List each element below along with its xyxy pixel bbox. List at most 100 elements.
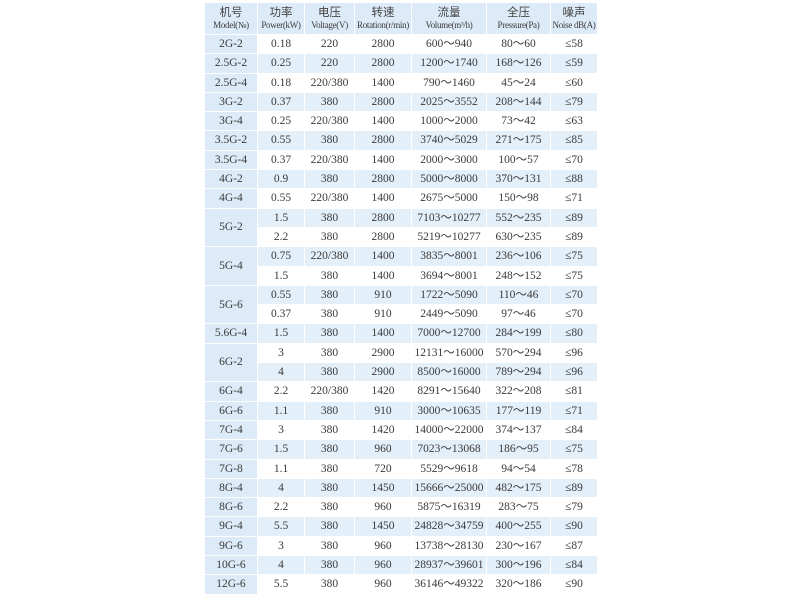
cell-voltage: 380 [305, 266, 354, 285]
cell-rotation: 1400 [355, 324, 411, 343]
cell-pressure: 370～131 [487, 170, 550, 189]
cell-voltage: 380 [305, 420, 354, 440]
cell-voltage: 380 [305, 440, 354, 459]
cell-model: 8G-4 [205, 478, 257, 498]
cell-pressure: 552～235 [487, 208, 550, 227]
cell-noise: ≤63 [551, 112, 597, 131]
table-row: 6G-4 2.2 220/380 1420 8291～15640 322～208 ≤81 [205, 382, 597, 401]
cell-noise: ≤79 [551, 92, 597, 112]
cell-rotation: 1450 [355, 478, 411, 498]
cell-power: 0.55 [258, 131, 304, 150]
cell-noise: ≤87 [551, 536, 597, 556]
cell-noise: ≤70 [551, 285, 597, 305]
cell-noise: ≤75 [551, 266, 597, 285]
cell-volume: 8291～15640 [412, 382, 486, 401]
cell-noise: ≤70 [551, 150, 597, 170]
cell-pressure: 186～95 [487, 440, 550, 459]
cell-voltage: 220/380 [305, 189, 354, 208]
cell-noise: ≤75 [551, 440, 597, 459]
cell-power: 0.9 [258, 170, 304, 189]
table-row: 5G-4 0.75 220/380 1400 3835～8001 236～106 ≤75 [205, 247, 597, 285]
cell-noise: ≤89 [551, 478, 597, 498]
header-label-zh: 功率 [269, 4, 293, 19]
header-label-zh: 电压 [318, 4, 341, 19]
cell-volume: 5529～9618 [412, 459, 486, 478]
cell-rotation: 2800 [355, 35, 411, 54]
cell-power: 0.75 [258, 247, 304, 266]
header-label-zh: 转速 [371, 4, 395, 19]
cell-power: 1.1 [258, 459, 304, 478]
table-row: 8G-4 4 380 1450 15666～25000 482～175 ≤89 [205, 478, 597, 498]
cell-model: 3.5G-2 [205, 131, 257, 150]
table-row: 5.6G-4 1.5 380 1400 7000～12700 284～199 ≤80 [205, 324, 597, 343]
cell-model: 6G-6 [205, 401, 257, 420]
cell-voltage: 220/380 [305, 247, 354, 266]
cell-voltage: 380 [305, 478, 354, 498]
cell-pressure: 236～106 [487, 247, 550, 266]
cell-pressure: 177～119 [487, 401, 550, 420]
cell-rotation: 910 [355, 305, 411, 324]
cell-noise: ≤75 [551, 247, 597, 266]
cell-model: 12G-6 [205, 575, 257, 594]
cell-model: 3G-2 [205, 92, 257, 112]
cell-model: 7G-6 [205, 440, 257, 459]
cell-volume: 3694～8001 [412, 266, 486, 285]
cell-rotation: 2800 [355, 208, 411, 227]
header-volume: 流量 Volume(m³/h) [412, 3, 486, 34]
cell-rotation: 960 [355, 556, 411, 575]
cell-power: 4 [258, 556, 304, 575]
cell-rotation: 2800 [355, 170, 411, 189]
cell-noise: ≤96 [551, 343, 597, 363]
cell-volume: 3000～10635 [412, 401, 486, 420]
cell-noise: ≤88 [551, 170, 597, 189]
header-power: 功率 Power(kW) [258, 3, 304, 34]
cell-volume: 2449～5090 [412, 305, 486, 324]
cell-power: 1.5 [258, 440, 304, 459]
cell-noise: ≤85 [551, 131, 597, 150]
cell-voltage: 380 [305, 517, 354, 536]
table-row: 0.37 380 910 2449～5090 97～46 ≤70 [205, 305, 597, 324]
header-voltage: 电压 Voltage(V) [305, 3, 354, 34]
table-row: 2G-2 0.18 220 2800 600～940 80～60 ≤58 [205, 35, 597, 54]
cell-noise: ≤80 [551, 324, 597, 343]
cell-voltage: 220/380 [305, 73, 354, 92]
table-row: 5G-6 0.55 380 910 1722～5090 110～46 ≤70 [205, 285, 597, 324]
cell-noise: ≤60 [551, 73, 597, 92]
cell-rotation: 910 [355, 285, 411, 305]
cell-noise: ≤89 [551, 208, 597, 227]
cell-power: 2.2 [258, 227, 304, 247]
cell-rotation: 1420 [355, 420, 411, 440]
cell-power: 3 [258, 536, 304, 556]
cell-noise: ≤90 [551, 517, 597, 536]
cell-noise: ≤71 [551, 401, 597, 420]
cell-pressure: 100～57 [487, 150, 550, 170]
cell-pressure: 374～137 [487, 420, 550, 440]
header-label-zh: 噪声 [562, 4, 586, 19]
cell-power: 0.55 [258, 285, 304, 305]
cell-pressure: 45～24 [487, 73, 550, 92]
cell-volume: 13738～28130 [412, 536, 486, 556]
cell-volume: 3835～8001 [412, 247, 486, 266]
cell-power: 2.2 [258, 498, 304, 517]
table-row: 9G-4 5.5 380 1450 24828～34759 400～255 ≤90 [205, 517, 597, 536]
cell-volume: 28937～39601 [412, 556, 486, 575]
cell-voltage: 380 [305, 401, 354, 420]
cell-voltage: 380 [305, 227, 354, 247]
fan-spec-table: 机号 Model(№) 功率 Power(kW) 电压 Voltage(V) 转速 Rotat… [204, 2, 598, 595]
cell-pressure: 570～294 [487, 343, 550, 363]
cell-rotation: 2800 [355, 131, 411, 150]
cell-noise: ≤89 [551, 227, 597, 247]
cell-pressure: 320～186 [487, 575, 550, 594]
cell-power: 0.18 [258, 35, 304, 54]
cell-power: 5.5 [258, 517, 304, 536]
cell-voltage: 380 [305, 536, 354, 556]
header-label-en: Model(№) [213, 19, 249, 30]
table-row: 10G-6 4 380 960 28937～39601 300～196 ≤84 [205, 556, 597, 575]
header-label-en: Pressure(Pa) [497, 19, 540, 30]
cell-rotation: 1400 [355, 112, 411, 131]
cell-rotation: 1400 [355, 266, 411, 285]
cell-pressure: 789～294 [487, 363, 550, 382]
header-label-zh: 机号 [219, 4, 243, 19]
header-label-zh: 全压 [507, 4, 530, 19]
table-row: 7G-4 3 380 1420 14000～22000 374～137 ≤84 [205, 420, 597, 440]
